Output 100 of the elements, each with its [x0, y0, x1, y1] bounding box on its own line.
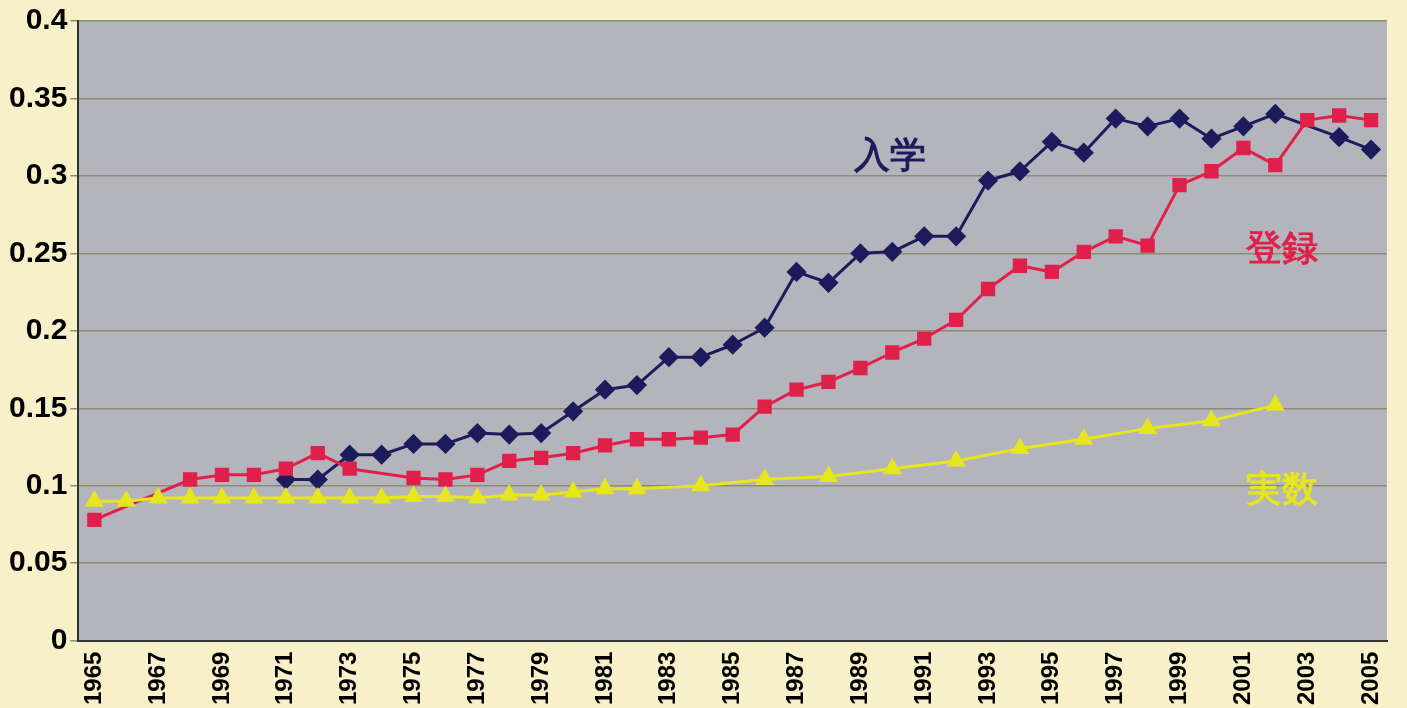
- point: [629, 432, 645, 447]
- point: [87, 512, 102, 527]
- point: [948, 312, 964, 328]
- y-tick-label: 0: [50, 621, 68, 655]
- y-tick-label: 0.15: [9, 389, 68, 423]
- point: [980, 281, 996, 297]
- point: [1140, 238, 1155, 253]
- x-tick-label: 1989: [844, 651, 872, 705]
- point: [1233, 116, 1253, 136]
- point: [1172, 178, 1187, 193]
- point: [470, 467, 485, 483]
- point: [882, 242, 902, 262]
- x-tick-label: 1987: [781, 651, 809, 705]
- point: [1236, 140, 1251, 156]
- point: [499, 425, 519, 445]
- point: [1329, 127, 1349, 147]
- point: [789, 382, 804, 397]
- point: [885, 345, 900, 360]
- x-tick-label: 1999: [1164, 651, 1192, 705]
- x-tick-label: 1979: [525, 651, 553, 705]
- point: [917, 331, 932, 346]
- series-label: 実数: [1245, 468, 1320, 510]
- point: [372, 445, 392, 465]
- point: [853, 360, 868, 376]
- point: [564, 482, 582, 498]
- y-tick-label: 0.4: [25, 2, 68, 36]
- point: [1361, 140, 1381, 160]
- point: [309, 488, 327, 504]
- x-tick-label: 2005: [1355, 651, 1383, 705]
- point: [1201, 129, 1221, 149]
- x-tick-label: 1993: [972, 651, 1000, 705]
- x-tick-label: 1985: [717, 651, 745, 705]
- x-tick-label: 2001: [1228, 651, 1255, 705]
- point: [502, 453, 517, 469]
- point: [467, 423, 487, 443]
- point: [245, 488, 263, 504]
- point: [818, 273, 838, 293]
- point: [406, 470, 421, 486]
- point: [1265, 104, 1285, 124]
- point: [438, 472, 453, 487]
- point: [500, 485, 518, 501]
- point: [1011, 439, 1029, 455]
- point: [627, 375, 647, 395]
- point: [756, 470, 774, 486]
- point: [661, 432, 677, 447]
- point: [563, 401, 583, 421]
- point: [117, 491, 135, 507]
- series-label: 入学: [852, 133, 926, 175]
- point: [435, 434, 455, 454]
- y-tick-label: 0.2: [25, 312, 68, 346]
- point: [308, 470, 328, 490]
- point: [437, 487, 454, 503]
- point: [693, 430, 708, 445]
- point: [1044, 264, 1060, 280]
- point: [278, 461, 294, 476]
- x-tick-label: 1971: [270, 651, 298, 705]
- point: [246, 467, 262, 483]
- point: [978, 171, 998, 191]
- point: [659, 347, 679, 367]
- point: [85, 491, 103, 507]
- point: [213, 488, 231, 504]
- point: [342, 461, 357, 476]
- point: [1170, 109, 1190, 129]
- point: [1076, 244, 1091, 259]
- point: [565, 446, 581, 461]
- point: [405, 487, 422, 503]
- point: [821, 374, 836, 390]
- point: [1203, 411, 1220, 427]
- point: [850, 243, 870, 263]
- point: [628, 479, 646, 495]
- point: [787, 262, 807, 282]
- point: [181, 488, 199, 504]
- point: [946, 226, 966, 246]
- x-tick-label: 1997: [1100, 651, 1128, 705]
- point: [531, 423, 551, 443]
- y-tick-label: 0.1: [25, 466, 68, 500]
- point: [1042, 132, 1062, 152]
- point: [596, 479, 614, 495]
- point: [1010, 161, 1030, 181]
- point: [149, 488, 167, 504]
- point: [914, 226, 934, 246]
- y-tick-label: 0.35: [9, 79, 68, 113]
- x-tick-label: 1965: [78, 651, 106, 705]
- x-tick-label: 1975: [398, 651, 426, 705]
- x-tick-label: 2003: [1291, 651, 1319, 705]
- point: [534, 450, 549, 465]
- point: [1108, 229, 1123, 244]
- point: [214, 467, 230, 483]
- y-tick-label: 0.3: [25, 157, 68, 191]
- point: [1012, 258, 1028, 273]
- x-tick-label: 1977: [461, 651, 489, 705]
- point: [1363, 112, 1379, 128]
- point: [310, 446, 325, 461]
- point: [1268, 157, 1283, 173]
- y-tick-label: 0.25: [9, 234, 68, 268]
- x-tick-label: 1973: [334, 651, 362, 705]
- point: [755, 318, 775, 338]
- point: [595, 380, 615, 400]
- point: [692, 476, 710, 492]
- x-tick-label: 1967: [142, 651, 170, 705]
